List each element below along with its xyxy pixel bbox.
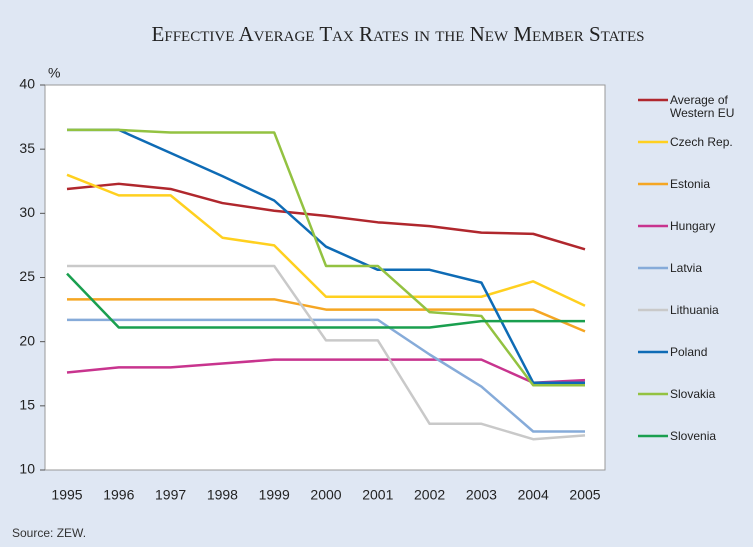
y-axis-label: % [48,65,60,81]
x-tick-label: 1998 [207,487,238,503]
x-tick-label: 2000 [310,487,341,503]
legend-label: Hungary [670,219,716,233]
y-tick-label: 15 [19,397,35,413]
y-tick-label: 40 [19,76,35,92]
x-tick-label: 1995 [51,487,82,503]
y-tick-label: 25 [19,268,35,284]
series-line [66,358,586,384]
series-line [67,128,585,384]
chart-title: Effective Average Tax Rates in the New M… [152,22,645,46]
x-tick-label: 1997 [155,487,186,503]
series-line [67,318,585,433]
legend-label: Poland [670,345,708,359]
x-tick-label: 2001 [362,487,393,503]
plot-area [44,84,606,471]
legend-label: Slovenia [670,429,717,443]
series-line [66,182,586,251]
series-line [66,272,585,329]
y-tick-label: 30 [19,204,35,220]
legend-label: Slovakia [670,387,716,401]
source: Source: ZEW. [12,526,87,540]
series-line [67,298,586,333]
x-tick-label: 2004 [518,487,549,503]
legend-label: Average of Western EU [670,93,735,120]
series-line [66,173,586,307]
x-tick-label: 2003 [466,487,497,503]
legend-label: Lithuania [670,303,719,317]
x-tick-label: 1996 [103,487,134,503]
legend-label: Estonia [670,177,711,191]
legend-label: Latvia [670,261,703,275]
y-tick-label: 10 [19,461,35,477]
series-line [67,264,586,441]
y-tick-label: 20 [19,332,35,348]
x-tick-label: 2005 [569,487,600,503]
x-tick-label: 2002 [414,487,445,503]
y-tick-label: 35 [19,140,35,156]
series-line [67,128,585,387]
legend-label: Czech Rep. [670,135,733,149]
x-tick-label: 1999 [259,487,290,503]
